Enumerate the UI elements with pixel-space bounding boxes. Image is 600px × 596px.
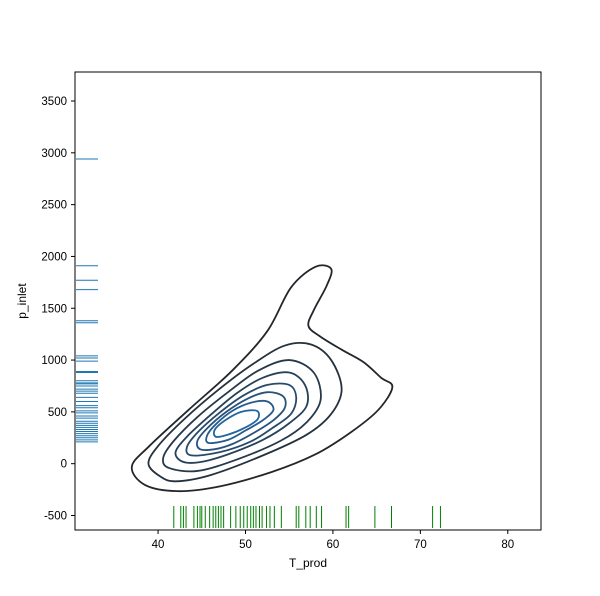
contour-layer [130,264,394,493]
contour-level-7 [205,399,275,445]
contour-level-1 [130,264,394,493]
y-tick-label: 3000 [41,148,67,160]
plot-frame [74,71,542,531]
contour-level-4 [174,371,309,464]
rug-layer [76,158,441,528]
contour-level-2 [147,342,343,483]
contour-level-3 [162,359,322,473]
y-tick-label: 500 [48,407,67,419]
y-tick-label: -500 [44,510,67,522]
x-tick-label: 40 [152,539,165,551]
y-tick-label: 1500 [41,303,67,315]
y-tick-label: 3500 [41,96,67,108]
x-tick-label: 70 [414,539,427,551]
x-tick-label: 80 [501,539,514,551]
y-axis-label: p_inlet [15,283,29,319]
y-tick-label: 0 [61,459,67,471]
contour-level-6 [196,391,287,451]
contour-level-5 [185,382,298,457]
x-tick-label: 60 [327,539,340,551]
x-axis: 40 50 60 70 80 [152,530,514,551]
y-axis: -500 0 500 1000 1500 2000 2500 3000 3500 [41,96,75,522]
y-tick-label: 2500 [41,200,67,212]
y-tick-label: 1000 [41,355,67,367]
y-tick-label: 2000 [41,251,67,263]
contour-level-8 [212,409,260,438]
x-axis-label: T_prod [289,556,327,570]
x-tick-label: 50 [239,539,252,551]
